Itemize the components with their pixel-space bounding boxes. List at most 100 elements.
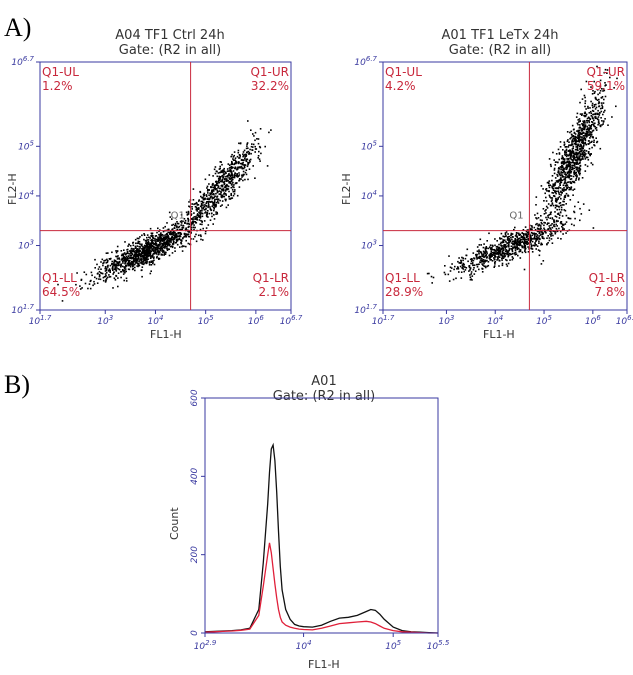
data-point [584, 154, 586, 156]
data-point [182, 220, 184, 223]
data-point [449, 270, 452, 272]
data-point [484, 248, 487, 250]
data-point [535, 217, 537, 219]
data-point [591, 93, 594, 95]
data-point [590, 100, 592, 103]
data-point [594, 127, 597, 130]
data-point [578, 173, 581, 176]
data-point [104, 267, 106, 270]
data-point [575, 136, 578, 138]
data-point [582, 145, 585, 148]
data-point [133, 263, 136, 266]
data-point [105, 262, 108, 264]
data-point [567, 158, 569, 160]
data-point [534, 229, 537, 231]
data-point [494, 263, 496, 265]
data-point [548, 182, 550, 184]
data-point [135, 253, 138, 256]
data-point [594, 113, 597, 116]
data-point [215, 198, 218, 200]
data-point [462, 257, 464, 259]
data-point [585, 113, 588, 116]
data-point [564, 173, 566, 175]
data-point [510, 248, 512, 250]
data-point [554, 161, 557, 163]
data-point [198, 208, 200, 210]
data-point [555, 197, 557, 200]
data-point [128, 264, 130, 267]
data-point [475, 263, 478, 266]
data-point [116, 256, 118, 258]
data-point [572, 194, 574, 196]
data-point [164, 247, 166, 249]
data-point [591, 146, 593, 149]
data-point [143, 254, 146, 256]
data-point [568, 141, 570, 143]
data-point [576, 122, 579, 125]
data-point [577, 119, 579, 121]
data-point [485, 249, 487, 251]
data-point [181, 245, 183, 248]
data-point [104, 275, 107, 278]
data-point [226, 187, 228, 190]
data-point [212, 223, 214, 225]
data-point [181, 250, 184, 252]
data-point [115, 255, 117, 258]
data-point [571, 159, 573, 161]
data-point [591, 116, 594, 118]
data-point [575, 146, 577, 148]
chart-title: A04 TF1 Ctrl 24h [115, 28, 224, 43]
data-point [157, 244, 159, 246]
data-point [568, 217, 570, 220]
data-point [185, 245, 187, 248]
data-point [563, 228, 565, 230]
data-point [130, 252, 133, 254]
data-point [499, 250, 501, 252]
data-point [576, 156, 578, 159]
data-point [164, 253, 167, 255]
data-point [564, 168, 566, 170]
data-point [103, 261, 105, 264]
data-point [105, 277, 108, 280]
data-point [197, 234, 200, 237]
data-point [490, 250, 493, 253]
data-point [570, 136, 572, 139]
data-point [590, 125, 592, 127]
data-point [193, 228, 195, 231]
data-point [569, 165, 572, 167]
data-point [114, 279, 117, 281]
data-point [563, 209, 566, 211]
data-point [581, 98, 584, 100]
data-point [581, 141, 583, 143]
data-point [471, 279, 473, 281]
data-point [539, 234, 542, 236]
data-point [519, 241, 522, 244]
data-point [481, 259, 484, 261]
data-point [524, 245, 527, 247]
data-point [213, 196, 216, 198]
data-point [611, 116, 613, 118]
data-point [465, 254, 468, 257]
data-point [560, 190, 562, 193]
data-point [79, 285, 81, 287]
data-point [457, 260, 459, 263]
data-point [141, 243, 143, 246]
data-point [527, 233, 530, 236]
data-point [148, 252, 150, 255]
data-point [188, 231, 190, 233]
data-point [526, 238, 528, 241]
data-point [106, 276, 109, 279]
data-point [169, 216, 172, 218]
data-point [205, 198, 207, 200]
data-point [232, 159, 235, 161]
data-point [566, 158, 568, 160]
data-point [229, 174, 232, 177]
data-point [116, 267, 118, 269]
data-point [137, 253, 140, 255]
data-point [195, 201, 198, 204]
data-point [565, 161, 568, 164]
data-point [121, 253, 124, 256]
data-point [143, 258, 146, 261]
data-point [510, 245, 513, 248]
data-point [584, 132, 587, 135]
